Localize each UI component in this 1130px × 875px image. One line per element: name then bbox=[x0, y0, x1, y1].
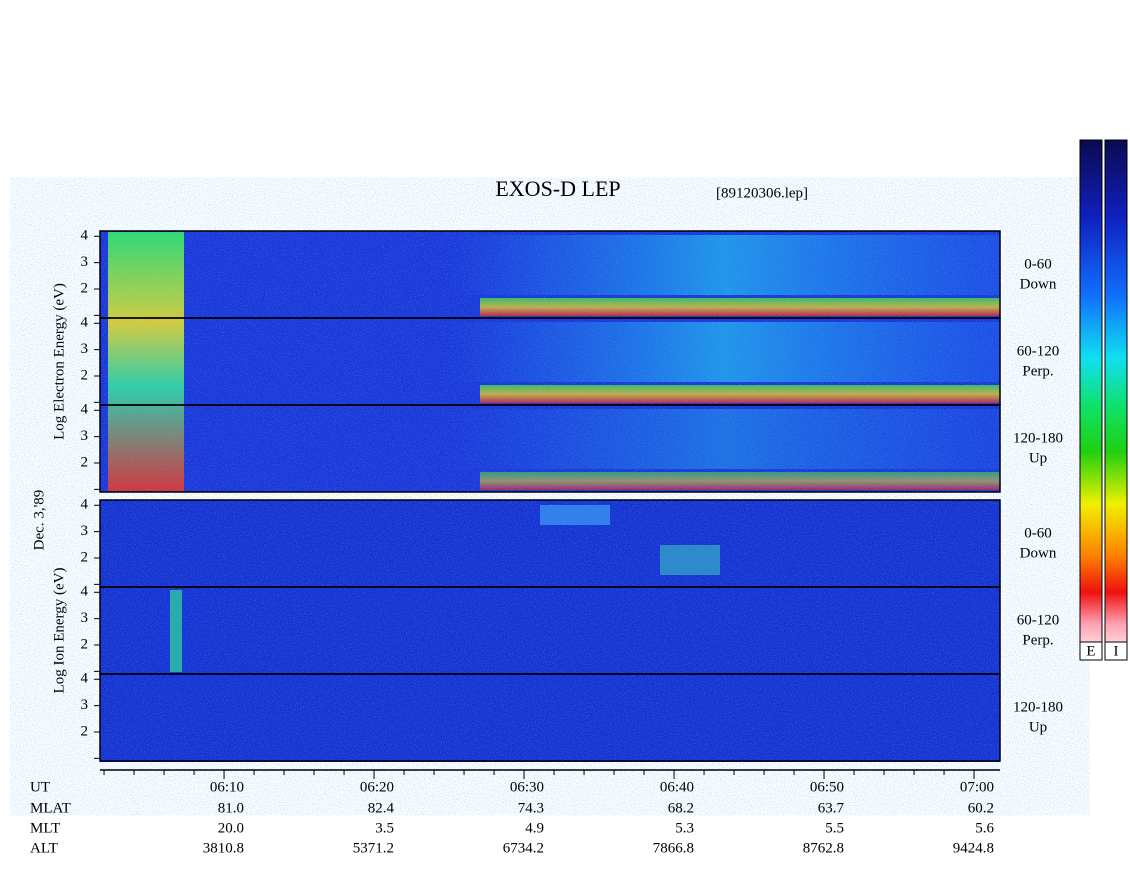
colorbar-label: E bbox=[1086, 643, 1095, 659]
x-tick-label: 06:10 bbox=[210, 779, 244, 795]
chart-title: EXOS-D LEP bbox=[495, 176, 620, 201]
y-tick-label: 3 bbox=[81, 428, 89, 444]
y-tick-label: 4 bbox=[81, 402, 89, 418]
y-tick-label: 2 bbox=[81, 549, 89, 565]
x-tick-label: 06:50 bbox=[810, 779, 844, 795]
x-tick-label: 06:20 bbox=[360, 779, 394, 795]
y-tick-label: 2 bbox=[81, 280, 89, 296]
orbit-value: 5371.2 bbox=[353, 840, 394, 856]
panel-label: Up bbox=[1029, 719, 1047, 735]
spectrogram-texture bbox=[100, 231, 1000, 762]
colorbar bbox=[1104, 139, 1128, 661]
chart-subtitle: [89120306.lep] bbox=[716, 185, 808, 201]
panel-label: 120-180 bbox=[1013, 699, 1063, 715]
y-tick-label: 4 bbox=[81, 584, 89, 600]
panel-label: 60-120 bbox=[1017, 612, 1060, 628]
panel-label: Down bbox=[1020, 276, 1057, 292]
y-tick-label: 3 bbox=[81, 610, 89, 626]
y-tick-label: 2 bbox=[81, 367, 89, 383]
orbit-value: 68.2 bbox=[668, 800, 694, 816]
x-tick-label: 06:30 bbox=[510, 779, 544, 795]
panel-label: 60-120 bbox=[1017, 343, 1060, 359]
y-axis-label: Log Ion Energy (eV) bbox=[51, 568, 67, 694]
orbit-value: 9424.8 bbox=[953, 840, 994, 856]
orbit-value: 82.4 bbox=[368, 800, 395, 816]
y-tick-label: 3 bbox=[81, 697, 89, 713]
orbit-value: 20.0 bbox=[218, 820, 244, 836]
x-axis-label: UT bbox=[30, 779, 50, 795]
y-tick-label: 3 bbox=[81, 254, 89, 270]
y-tick-label: 3 bbox=[81, 341, 89, 357]
x-tick-label: 07:00 bbox=[960, 779, 994, 795]
orbit-row-name: MLAT bbox=[30, 800, 71, 816]
orbit-value: 3.5 bbox=[375, 820, 394, 836]
y-tick-label: 4 bbox=[81, 497, 89, 513]
y-axis-label: Log Electron Energy (eV) bbox=[51, 283, 67, 440]
y-tick-label: 2 bbox=[81, 723, 89, 739]
orbit-value: 6734.2 bbox=[503, 840, 544, 856]
orbit-value: 4.9 bbox=[525, 820, 544, 836]
y-tick-label: 4 bbox=[81, 671, 89, 687]
y-tick-label: 2 bbox=[81, 454, 89, 470]
panel-label: 0-60 bbox=[1024, 525, 1052, 541]
panel-label: Perp. bbox=[1022, 363, 1053, 379]
panel-label: 0-60 bbox=[1024, 256, 1052, 272]
orbit-value: 63.7 bbox=[818, 800, 845, 816]
y-tick-label: 2 bbox=[81, 636, 89, 652]
orbit-value: 74.3 bbox=[518, 800, 544, 816]
orbit-value: 5.5 bbox=[825, 820, 844, 836]
orbit-value: 7866.8 bbox=[653, 840, 694, 856]
colorbar-label: I bbox=[1114, 643, 1119, 659]
panel-frame bbox=[99, 404, 1001, 493]
x-tick-label: 06:40 bbox=[660, 779, 694, 795]
date-label: Dec. 3,'89 bbox=[31, 490, 47, 551]
panel-label: Down bbox=[1020, 545, 1057, 561]
y-tick-label: 4 bbox=[81, 228, 89, 244]
orbit-row-name: ALT bbox=[30, 840, 58, 856]
orbit-value: 3810.8 bbox=[203, 840, 244, 856]
y-tick-label: 3 bbox=[81, 523, 89, 539]
colorbar bbox=[1079, 139, 1103, 661]
panel-label: Up bbox=[1029, 450, 1047, 466]
colorbar-label-box bbox=[1104, 641, 1128, 661]
orbit-value: 81.0 bbox=[218, 800, 244, 816]
panel-label: Perp. bbox=[1022, 632, 1053, 648]
orbit-row-name: MLT bbox=[30, 820, 60, 836]
panel-frame bbox=[99, 673, 1001, 762]
orbit-value: 8762.8 bbox=[803, 840, 844, 856]
orbit-value: 5.3 bbox=[675, 820, 694, 836]
orbit-value: 5.6 bbox=[975, 820, 994, 836]
panel-label: 120-180 bbox=[1013, 430, 1063, 446]
y-tick-label: 4 bbox=[81, 315, 89, 331]
colorbar-label-box bbox=[1079, 641, 1103, 661]
orbit-value: 60.2 bbox=[968, 800, 994, 816]
